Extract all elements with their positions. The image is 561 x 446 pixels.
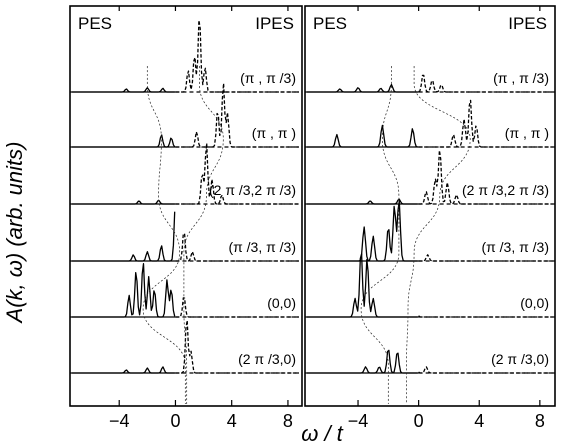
panel-right: PES IPES −4 0 4 8 (π , π /3) (π , π ) (2 π /3,2 … [304, 5, 556, 431]
x-tick-label: 0 [414, 411, 424, 431]
spectrum: (0,0) [70, 263, 302, 318]
spectrum: (0,0) [305, 253, 555, 318]
ipes-curve [418, 149, 553, 205]
ipes-curve [175, 19, 299, 93]
dispersion-guide [183, 66, 224, 404]
k-point-label: (2 π /3,2 π /3) [209, 182, 296, 198]
spectrum: (π , π ) [305, 99, 555, 148]
pes-curve [72, 87, 175, 93]
k-point-label: (2 π /3,0) [238, 351, 296, 367]
spectrum: (π , π ) [70, 82, 302, 148]
k-point-label: (π , π /3) [240, 70, 296, 86]
k-point-label: (π /3, π /3) [481, 239, 549, 255]
ipes-label: IPES [508, 14, 547, 33]
pes-label: PES [313, 14, 347, 33]
pes-curve [307, 124, 418, 148]
x-tick-label: 4 [474, 411, 484, 431]
x-tick-label: 4 [227, 411, 237, 431]
pes-label: PES [78, 14, 112, 33]
spectrum: (π , π /3) [70, 19, 302, 93]
ipes-label: IPES [255, 14, 294, 33]
pes-curve [307, 198, 418, 205]
ipes-curve [418, 366, 553, 374]
pes-curve [307, 253, 418, 318]
x-tick-label: 0 [170, 411, 180, 431]
ipes-curve [175, 297, 299, 318]
k-point-label: (π , π /3) [493, 70, 549, 86]
x-tick-label: 8 [535, 411, 545, 431]
panel-left: PES IPES −4 0 4 8 (π , π /3) (π , π ) (2 π /3,2 … [69, 5, 303, 431]
ipes-curve [175, 142, 299, 205]
k-point-label: (π , π ) [505, 125, 549, 141]
pes-curve [72, 366, 175, 374]
pes-curve [72, 134, 176, 148]
k-point-label: (0,0) [267, 295, 296, 311]
pes-curve [72, 263, 176, 318]
k-point-label: (π , π ) [252, 125, 296, 141]
pes-curve [72, 199, 175, 205]
ipes-curve [418, 315, 553, 318]
k-point-label: (2 π /3,2 π /3) [462, 182, 549, 198]
pes-curve [72, 211, 176, 262]
spectrum: (2 π /3,2 π /3) [70, 142, 302, 205]
ipes-curve [418, 254, 553, 262]
ipes-curve [175, 233, 299, 262]
ipes-curve [175, 319, 299, 374]
k-point-label: (2 π /3,0) [491, 351, 549, 367]
dispersion-guide [406, 66, 471, 404]
panel-frame [304, 5, 556, 407]
spectrum: (π /3, π /3) [305, 200, 555, 262]
panels: PES IPES −4 0 4 8 (π , π /3) (π , π ) (2 π /3,2 … [69, 5, 556, 431]
pes-curve [307, 83, 418, 93]
spectrum: (π /3, π /3) [70, 211, 302, 262]
dispersion-guide [360, 65, 400, 404]
ipes-curve [418, 99, 553, 148]
k-point-label: (π /3, π /3) [228, 239, 296, 255]
pes-curve [307, 349, 418, 374]
x-axis-label: ω / t [301, 421, 343, 446]
x-tick-label: −4 [348, 411, 369, 431]
spectrum: (2 π /3,2 π /3) [305, 149, 555, 205]
x-tick-label: 8 [283, 411, 293, 431]
ipes-curve [175, 82, 299, 148]
k-point-label: (0,0) [520, 295, 549, 311]
spectrum: (2 π /3,0) [305, 349, 555, 374]
x-tick-label: −4 [109, 411, 130, 431]
dispersion-guide [142, 66, 186, 404]
spectrum: (2 π /3,0) [70, 319, 302, 374]
pes-curve [307, 200, 418, 262]
y-axis-label: A(k, ω) (arb. units) [2, 142, 27, 325]
spectrum: (π , π /3) [305, 70, 555, 93]
ipes-curve [418, 74, 553, 93]
panel-frame [69, 5, 303, 407]
